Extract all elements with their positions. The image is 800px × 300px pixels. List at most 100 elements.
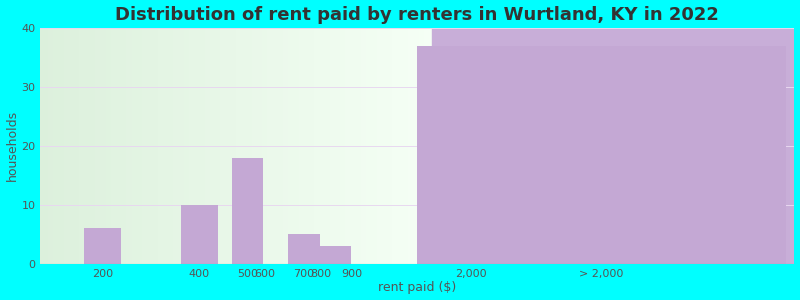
Bar xyxy=(132,28,133,264)
Bar xyxy=(348,28,350,264)
Bar xyxy=(298,28,300,264)
Bar xyxy=(93,28,94,264)
Bar xyxy=(263,28,265,264)
Bar xyxy=(249,28,250,264)
Bar xyxy=(100,28,102,264)
Bar xyxy=(198,28,199,264)
Bar xyxy=(377,28,378,264)
Bar xyxy=(290,28,292,264)
Bar xyxy=(102,28,103,264)
Bar xyxy=(72,28,73,264)
Bar xyxy=(403,28,404,264)
Bar xyxy=(416,28,418,264)
Bar xyxy=(134,28,135,264)
Bar xyxy=(170,28,172,264)
Bar xyxy=(259,28,261,264)
Bar xyxy=(116,28,118,264)
Bar xyxy=(306,28,308,264)
Bar xyxy=(182,28,184,264)
Bar xyxy=(399,28,400,264)
Bar xyxy=(352,28,354,264)
Bar xyxy=(421,28,422,264)
Bar xyxy=(379,28,381,264)
Bar xyxy=(309,28,310,264)
Bar xyxy=(162,28,163,264)
Bar xyxy=(141,28,142,264)
Bar xyxy=(395,28,396,264)
Bar xyxy=(62,28,64,264)
Bar xyxy=(209,28,210,264)
Bar xyxy=(159,28,160,264)
Bar xyxy=(193,28,194,264)
Bar xyxy=(356,28,358,264)
Bar xyxy=(99,28,100,264)
Bar xyxy=(391,28,393,264)
Bar xyxy=(269,28,270,264)
Bar xyxy=(189,28,190,264)
Bar xyxy=(54,28,56,264)
Bar xyxy=(213,28,214,264)
Bar xyxy=(66,28,68,264)
Bar xyxy=(301,28,302,264)
Bar xyxy=(91,28,93,264)
Bar xyxy=(168,28,170,264)
Bar xyxy=(334,28,335,264)
Bar xyxy=(393,28,394,264)
Bar xyxy=(145,28,146,264)
Bar xyxy=(191,28,193,264)
Bar xyxy=(155,28,156,264)
Bar xyxy=(253,28,254,264)
Bar xyxy=(425,28,426,264)
Bar xyxy=(164,28,166,264)
Bar xyxy=(418,46,786,264)
Bar xyxy=(70,28,72,264)
Bar xyxy=(224,28,226,264)
Bar xyxy=(398,28,399,264)
Bar xyxy=(323,28,325,264)
Bar xyxy=(47,28,48,264)
Bar xyxy=(56,28,58,264)
Bar xyxy=(42,28,43,264)
Bar xyxy=(75,28,77,264)
Bar xyxy=(58,28,60,264)
Bar xyxy=(199,28,201,264)
Bar xyxy=(120,28,121,264)
Bar xyxy=(258,28,259,264)
Bar xyxy=(74,28,75,264)
Bar xyxy=(122,28,124,264)
Bar xyxy=(424,28,425,264)
Bar xyxy=(418,28,420,264)
Bar xyxy=(278,28,279,264)
Bar xyxy=(108,28,110,264)
Bar xyxy=(344,28,346,264)
Bar xyxy=(241,28,242,264)
Bar xyxy=(149,28,150,264)
Bar xyxy=(79,28,81,264)
Bar xyxy=(121,28,122,264)
Bar xyxy=(184,28,185,264)
Bar xyxy=(190,28,191,264)
Bar xyxy=(61,28,62,264)
Bar xyxy=(118,28,120,264)
Bar xyxy=(305,28,306,264)
Bar xyxy=(65,28,66,264)
Bar xyxy=(350,28,352,264)
Bar xyxy=(362,28,364,264)
Bar xyxy=(150,28,151,264)
Bar xyxy=(158,28,159,264)
Bar xyxy=(73,28,74,264)
Bar xyxy=(167,28,168,264)
Bar xyxy=(143,28,145,264)
Bar xyxy=(238,28,240,264)
Bar xyxy=(87,28,89,264)
Bar xyxy=(336,28,338,264)
Bar xyxy=(381,28,382,264)
Bar xyxy=(103,28,104,264)
Bar xyxy=(325,28,326,264)
Bar xyxy=(181,28,182,264)
Bar xyxy=(319,246,350,264)
Bar xyxy=(327,28,329,264)
Bar xyxy=(240,28,241,264)
Bar xyxy=(232,158,263,264)
Bar xyxy=(294,28,296,264)
